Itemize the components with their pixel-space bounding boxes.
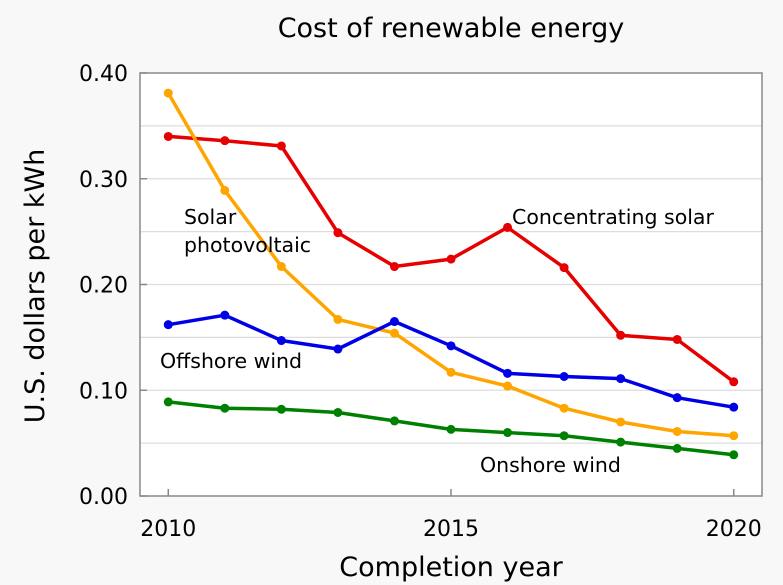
series-solar-photovoltaic [163,88,739,441]
point-solar-photovoltaic-2015 [446,367,456,377]
point-solar-photovoltaic-2013 [333,314,343,324]
point-concentrating-solar-2015 [446,254,456,264]
point-offshore-wind-2012 [276,336,286,346]
point-offshore-wind-2018 [616,374,626,384]
point-offshore-wind-2017 [559,372,569,382]
point-concentrating-solar-2017 [559,263,569,273]
point-offshore-wind-2011 [220,310,230,320]
point-solar-photovoltaic-2017 [559,403,569,413]
y-tick-label-0-4: 0.40 [79,62,128,87]
chart-title: Cost of renewable energy [278,13,625,44]
point-offshore-wind-2014 [389,317,399,327]
point-onshore-wind-2013 [333,407,343,417]
point-onshore-wind-2019 [672,443,682,453]
x-tick-label-2015: 2015 [423,517,479,542]
series-label-concentrating-solar: Concentrating solar [512,205,714,229]
point-onshore-wind-2012 [276,404,286,414]
point-concentrating-solar-2016 [503,222,513,232]
point-concentrating-solar-2010 [163,131,173,141]
point-offshore-wind-2020 [729,402,739,412]
point-concentrating-solar-2020 [729,377,739,387]
point-concentrating-solar-2011 [220,136,230,146]
y-tick-label-0-3: 0.30 [79,168,128,193]
point-solar-photovoltaic-2011 [220,185,230,195]
point-solar-photovoltaic-2020 [729,431,739,441]
point-onshore-wind-2018 [616,437,626,447]
point-concentrating-solar-2013 [333,228,343,238]
series-offshore-wind [163,310,739,412]
point-offshore-wind-2013 [333,344,343,354]
series-concentrating-solar [163,131,739,387]
series-label-offshore-wind: Offshore wind [160,349,302,373]
point-solar-photovoltaic-2010 [163,88,173,98]
point-solar-photovoltaic-2019 [672,426,682,436]
series-labels: Concentrating solar Solar photovoltaic Offs… [160,205,714,477]
point-offshore-wind-2015 [446,341,456,351]
point-onshore-wind-2011 [220,403,230,413]
x-axis-tick-labels: 2010 2015 2020 [140,517,761,542]
point-onshore-wind-2016 [503,428,513,438]
series-label-onshore-wind: Onshore wind [480,453,621,477]
point-solar-photovoltaic-2012 [276,262,286,272]
point-concentrating-solar-2014 [389,262,399,272]
point-onshore-wind-2020 [729,450,739,460]
plot-area [139,72,763,497]
point-onshore-wind-2015 [446,424,456,434]
y-tick-label-0-2: 0.20 [79,274,128,299]
series-label-solar-photovoltaic-line-2: photovoltaic [184,233,311,257]
point-solar-photovoltaic-2014 [389,328,399,338]
point-concentrating-solar-2012 [276,141,286,151]
series-onshore-wind [163,397,739,460]
point-solar-photovoltaic-2016 [503,381,513,391]
series-layer [163,88,739,460]
point-onshore-wind-2017 [559,431,569,441]
point-onshore-wind-2014 [389,416,399,426]
x-axis-title: Completion year [339,552,563,583]
point-offshore-wind-2016 [503,368,513,378]
point-offshore-wind-2019 [672,393,682,403]
y-tick-label-0: 0.00 [79,485,128,510]
point-onshore-wind-2010 [163,397,173,407]
axis-ticks [140,72,735,497]
y-axis-title: U.S. dollars per kWh [20,149,51,423]
y-axis-tick-labels: 0.00 0.10 0.20 0.30 0.40 [79,62,128,510]
series-label-solar-photovoltaic-line-1: Solar [184,205,237,229]
point-offshore-wind-2010 [163,320,173,330]
x-tick-label-2020: 2020 [706,517,762,542]
y-tick-label-0-1: 0.10 [79,379,128,404]
point-concentrating-solar-2019 [672,334,682,344]
point-concentrating-solar-2018 [616,330,626,340]
x-tick-label-2010: 2010 [140,517,196,542]
point-solar-photovoltaic-2018 [616,417,626,427]
